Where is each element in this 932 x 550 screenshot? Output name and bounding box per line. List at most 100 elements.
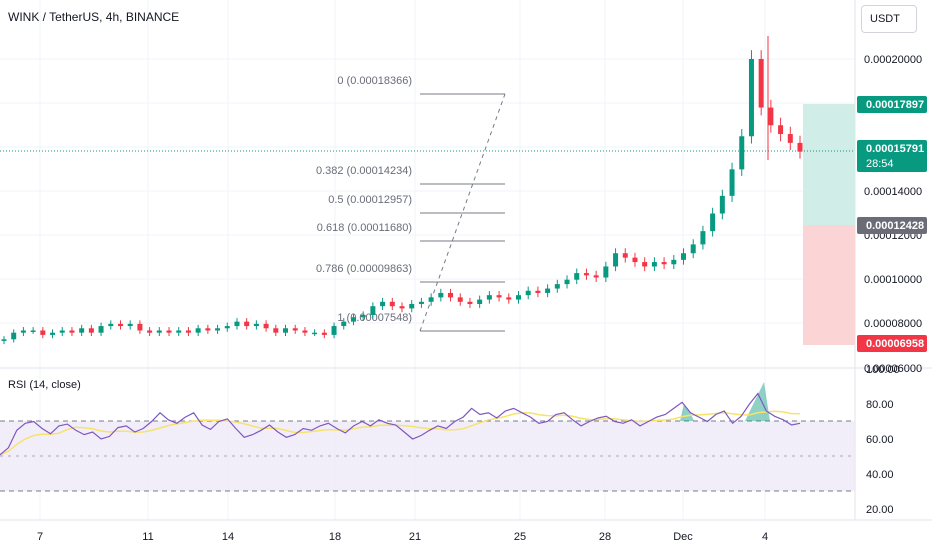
candle-body: [350, 317, 356, 322]
candle-body: [302, 330, 308, 333]
candle-body: [457, 297, 463, 302]
candle-body: [215, 328, 221, 331]
time-axis-label: 25: [514, 531, 526, 543]
candle-body: [273, 328, 279, 333]
candle-body: [108, 323, 114, 327]
candle-body: [438, 292, 444, 298]
candle-body: [312, 332, 318, 335]
candle-body: [263, 323, 269, 329]
candle-body: [166, 330, 172, 333]
candle-body: [147, 330, 153, 333]
candle-body: [176, 330, 182, 333]
rsi-axis-label: 60.00: [866, 434, 894, 446]
candle-body: [506, 297, 512, 300]
candle-body: [486, 295, 492, 300]
candle-body: [11, 332, 17, 340]
rsi-moving-average-line[interactable]: [0, 410, 800, 456]
candle-body: [448, 292, 454, 298]
target-price-label: 0.00017897: [866, 99, 924, 111]
fibonacci-retracement[interactable]: 0 (0.00018366) 0.382 (0.00014234) 0.5 (0.0…: [316, 75, 505, 332]
fib-level-label: 0 (0.00018366): [337, 75, 412, 87]
entry-price-label: 0.00012428: [866, 220, 924, 232]
candle-body: [642, 262, 648, 267]
price-axis[interactable]: 0.000200000.000140000.000120000.00010000…: [864, 54, 922, 375]
candle-body: [690, 244, 696, 254]
candle-body: [710, 213, 716, 232]
candle-body: [748, 59, 754, 137]
stop-price-tag: 0.00006958: [857, 335, 927, 352]
time-axis-label: 28: [599, 531, 611, 543]
fib-level-label: 1 (0.00007548): [337, 312, 412, 324]
target-price-tag: 0.00017897: [857, 96, 927, 113]
candle-body: [768, 107, 774, 126]
candle-body: [535, 290, 541, 293]
rsi-title[interactable]: RSI (14, close): [8, 379, 81, 391]
rsi-overbought-fill: [745, 382, 770, 421]
candle-body: [30, 330, 36, 332]
rsi-axis-label: 40.00: [866, 469, 894, 481]
candle-body: [632, 257, 638, 263]
bar-countdown: 28:54: [866, 158, 894, 170]
price-axis-label: 0.00008000: [864, 318, 922, 330]
candle-body: [224, 326, 230, 329]
price-axis-label: 0.00014000: [864, 186, 922, 198]
candle-body: [554, 284, 560, 289]
candle-body: [409, 303, 415, 309]
candle-body: [613, 253, 619, 267]
rsi-overbought-fill: [680, 404, 694, 421]
long-position-stop-zone[interactable]: [803, 225, 855, 345]
long-position-target-zone[interactable]: [803, 104, 855, 225]
candle-body: [681, 253, 687, 260]
candle-body: [244, 321, 250, 327]
candle-body: [195, 328, 201, 333]
rsi-axis-label: 100.00: [866, 364, 900, 376]
price-axis-label: 0.00010000: [864, 274, 922, 286]
candle-body: [603, 266, 609, 278]
candle-body: [20, 330, 26, 333]
candle-body: [651, 262, 657, 267]
candle-body: [477, 299, 483, 304]
candle-body: [729, 169, 735, 196]
candle-body: [700, 231, 706, 245]
candle-body: [69, 330, 75, 333]
candle-body: [758, 59, 764, 108]
rsi-axis[interactable]: 100.00 80.00 60.00 40.00 20.00: [866, 364, 900, 516]
fibonacci-trend-line[interactable]: [419, 93, 506, 332]
fib-level-label: 0.618 (0.00011680): [317, 222, 412, 234]
symbol-title[interactable]: WINK / TetherUS, 4h, BINANCE: [8, 10, 180, 24]
candle-body: [661, 262, 667, 265]
current-price-tag: 0.00015791 28:54: [857, 140, 927, 172]
candle-body: [59, 330, 65, 333]
candlestick-series[interactable]: [1, 36, 803, 345]
candle-body: [137, 323, 143, 331]
candle-body: [515, 295, 521, 300]
price-axis-label: 0.00020000: [864, 54, 922, 66]
candle-body: [467, 301, 473, 304]
fib-level-label: 0.382 (0.00014234): [316, 165, 412, 177]
candle-body: [292, 328, 298, 331]
candle-body: [719, 195, 725, 214]
time-axis[interactable]: 7 11 14 18 21 25 28 Dec 4: [37, 531, 768, 543]
candle-body: [50, 332, 56, 335]
candle-body: [1, 339, 7, 341]
candle-body: [583, 273, 589, 276]
candle-body: [283, 328, 289, 333]
candle-body: [787, 134, 793, 143]
candle-body: [98, 326, 104, 333]
candle-body: [671, 259, 677, 265]
candle-body: [739, 136, 745, 170]
rsi-axis-label: 20.00: [866, 504, 894, 516]
entry-price-tag: 0.00012428: [857, 217, 927, 234]
candle-body: [564, 279, 570, 285]
candle-body: [360, 315, 366, 318]
rsi-line[interactable]: [0, 392, 801, 456]
time-axis-label: 21: [409, 531, 421, 543]
current-price-label: 0.00015791: [866, 143, 924, 155]
candle-body: [79, 328, 85, 333]
candle-body: [525, 290, 531, 296]
fib-level-label: 0.786 (0.00009863): [316, 263, 412, 275]
candle-body: [156, 330, 162, 333]
time-axis-label: 18: [329, 531, 341, 543]
currency-button[interactable]: USDT: [861, 5, 917, 33]
